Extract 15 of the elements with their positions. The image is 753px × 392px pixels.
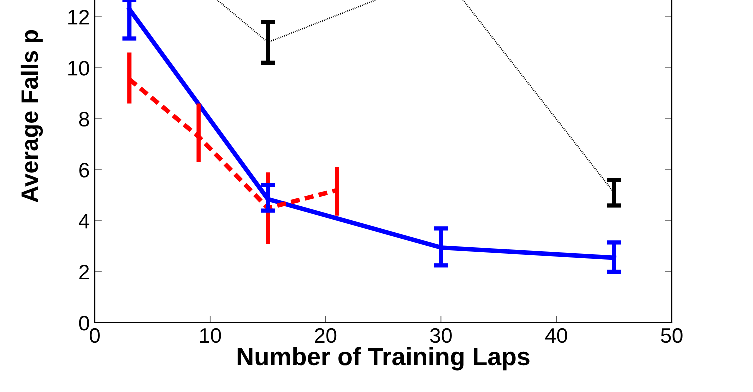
y-tick-label: 10 bbox=[68, 61, 90, 76]
x-tick-label: 30 bbox=[430, 328, 452, 344]
y-axis-title: Average Falls p bbox=[20, 30, 44, 203]
y-tick-label: 6 bbox=[80, 163, 90, 178]
y-tick-label: 12 bbox=[68, 10, 90, 25]
x-tick-label: 10 bbox=[200, 328, 222, 344]
x-tick-label: 40 bbox=[545, 328, 568, 344]
y-tick-label: 4 bbox=[79, 214, 90, 229]
y-tick-label: 0 bbox=[79, 316, 90, 331]
x-axis-title: Number of Training Laps bbox=[238, 347, 530, 371]
y-tick-label: 2 bbox=[80, 265, 90, 280]
x-tick-label: 50 bbox=[661, 328, 683, 344]
x-tick-label: 20 bbox=[315, 328, 337, 344]
x-tick-label: 0 bbox=[90, 328, 100, 344]
y-tick-label: 8 bbox=[79, 112, 90, 127]
